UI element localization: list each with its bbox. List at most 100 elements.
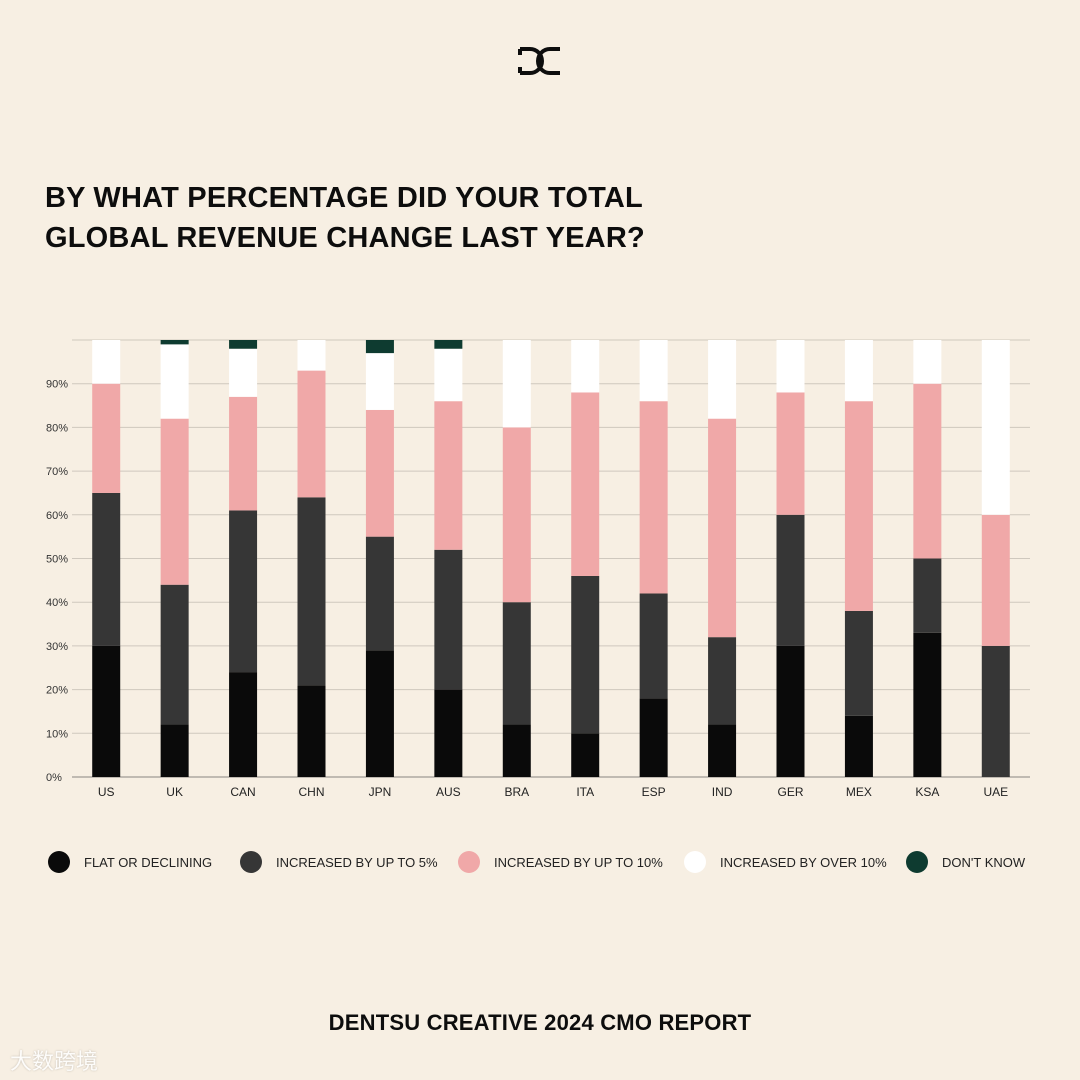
dc-logo-icon <box>518 47 560 75</box>
x-tick-label: UK <box>166 785 183 799</box>
legend-item: DON'T KNOW <box>906 850 1025 874</box>
watermark: 大数跨境 <box>10 1049 99 1074</box>
legend-swatch-icon <box>684 851 706 873</box>
bar-segment-bra <box>502 724 531 777</box>
report-footer: DENTSU CREATIVE 2024 CMO REPORT <box>328 1010 752 1035</box>
bar-segment-mex <box>844 715 873 777</box>
x-tick-label: BRA <box>504 785 529 799</box>
legend-swatch-icon <box>906 851 928 873</box>
x-tick-label: AUS <box>436 785 461 799</box>
bar-segment-esp <box>639 401 668 594</box>
bar-segment-uae <box>981 514 1010 646</box>
bar-segment-esp <box>639 698 668 777</box>
bar-segment-ger <box>776 514 805 646</box>
legend-swatch-icon <box>240 851 262 873</box>
bar-segment-us <box>92 340 121 384</box>
y-tick-label: 40% <box>46 597 68 609</box>
bar-segment-can <box>229 348 258 397</box>
bar-segment-ind <box>708 637 737 725</box>
bar-segment-uk <box>160 584 189 725</box>
y-tick-label: 70% <box>46 466 68 478</box>
bar-segment-ita <box>571 392 600 576</box>
y-tick-label: 0% <box>46 772 62 784</box>
x-tick-label: JPN <box>369 785 392 799</box>
title-line-2: GLOBAL REVENUE CHANGE LAST YEAR? <box>45 222 645 254</box>
bar-segment-ita <box>571 340 600 393</box>
bar-segment-chn <box>297 370 326 498</box>
stacked-bar-chart: 0% 10% 20% 30% 40% 50% 60% 70% 80% 90% US UK CAN CHN J… <box>46 339 1030 799</box>
y-tick-label: 30% <box>46 641 68 653</box>
legend-item: INCREASED BY UP TO 10% <box>458 850 663 874</box>
bar-segment-mex <box>844 610 873 716</box>
bar-segment-mex <box>844 401 873 611</box>
bar-segment-can <box>229 340 258 349</box>
y-tick-label: 60% <box>46 510 68 522</box>
legend-item: INCREASED BY UP TO 5% <box>240 850 438 874</box>
bar-segment-uk <box>160 340 189 345</box>
x-tick-label: GER <box>777 785 803 799</box>
bar-segment-aus <box>434 689 463 777</box>
legend-item: FLAT OR DECLINING <box>48 850 212 874</box>
bar-segment-ger <box>776 645 805 777</box>
bar-segment-aus <box>434 340 463 349</box>
x-tick-label: CAN <box>230 785 255 799</box>
y-tick-label: 10% <box>46 728 68 740</box>
bar-segment-jpn <box>365 409 394 537</box>
bar-segment-chn <box>297 685 326 777</box>
bar-segment-us <box>92 383 121 493</box>
bar-segment-bra <box>502 602 531 725</box>
x-tick-label: CHN <box>299 785 325 799</box>
bar-segment-ind <box>708 418 737 638</box>
bar-segment-ger <box>776 340 805 393</box>
legend-label: FLAT OR DECLINING <box>84 854 213 870</box>
legend-label: INCREASED BY UP TO 10% <box>494 854 663 870</box>
x-tick-label: MEX <box>846 785 872 799</box>
legend-swatch-icon <box>48 851 70 873</box>
bar-segment-mex <box>844 340 873 402</box>
legend-label: DON'T KNOW <box>942 854 1026 870</box>
bar-segment-chn <box>297 497 326 686</box>
bar-segment-jpn <box>365 340 394 354</box>
bar-segment-uae <box>981 645 1010 777</box>
legend-label: INCREASED BY UP TO 5% <box>276 854 438 870</box>
bar-segment-can <box>229 510 258 673</box>
y-tick-label: 90% <box>46 379 68 391</box>
x-tick-label: US <box>98 785 115 799</box>
bar-segment-bra <box>502 427 531 603</box>
bar-segment-ksa <box>913 558 942 633</box>
bar-segment-ind <box>708 340 737 419</box>
x-tick-label: IND <box>712 785 733 799</box>
bar-segment-uk <box>160 418 189 585</box>
bar-segment-aus <box>434 549 463 690</box>
bar-segment-esp <box>639 593 668 699</box>
x-tick-label: UAE <box>983 785 1008 799</box>
bar-segment-ksa <box>913 383 942 559</box>
bar-segment-ita <box>571 575 600 734</box>
legend-swatch-icon <box>458 851 480 873</box>
bar-segment-esp <box>639 340 668 402</box>
y-tick-label: 50% <box>46 554 68 566</box>
bar-segment-ksa <box>913 340 942 384</box>
bar-segment-can <box>229 396 258 511</box>
x-tick-label: KSA <box>915 785 939 799</box>
bar-segment-aus <box>434 348 463 402</box>
x-tick-label: ESP <box>642 785 666 799</box>
bar-segment-jpn <box>365 650 394 777</box>
bar-segment-jpn <box>365 536 394 651</box>
legend-item: INCREASED BY OVER 10% <box>684 850 887 874</box>
title-line-1: BY WHAT PERCENTAGE DID YOUR TOTAL <box>45 182 643 214</box>
legend-label: INCREASED BY OVER 10% <box>720 854 887 870</box>
x-tick-label: ITA <box>576 785 594 799</box>
bar-segment-chn <box>297 340 326 371</box>
y-tick-label: 20% <box>46 685 68 697</box>
bar-segment-ita <box>571 733 600 777</box>
bar-segment-can <box>229 672 258 777</box>
chart-title: BY WHAT PERCENTAGE DID YOUR TOTAL GLOBAL… <box>45 178 745 258</box>
bar-segment-uae <box>981 340 1010 515</box>
y-tick-label: 80% <box>46 422 68 434</box>
bar-segment-us <box>92 492 121 646</box>
bar-segment-uk <box>160 344 189 419</box>
bar-segment-uk <box>160 724 189 777</box>
bar-segment-ger <box>776 392 805 515</box>
bar-segment-ksa <box>913 632 942 777</box>
